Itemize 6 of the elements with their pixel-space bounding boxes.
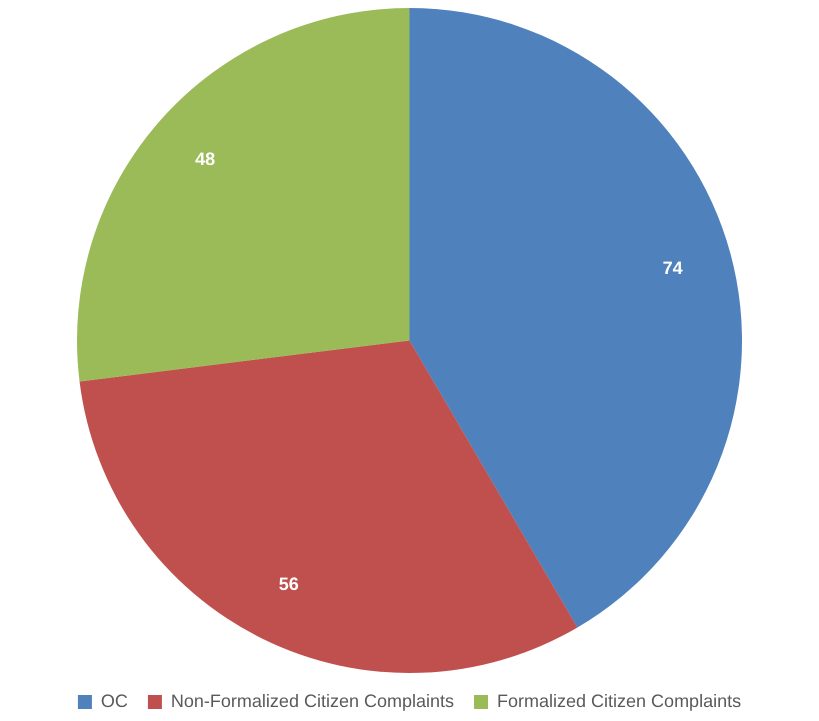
legend-label: Formalized Citizen Complaints	[497, 690, 742, 711]
legend-label: Non-Formalized Citizen Complaints	[170, 690, 454, 711]
data-label: 48	[195, 148, 216, 169]
legend-label: OC	[100, 690, 128, 711]
data-label: 56	[278, 574, 299, 594]
data-label: 74	[662, 258, 683, 278]
